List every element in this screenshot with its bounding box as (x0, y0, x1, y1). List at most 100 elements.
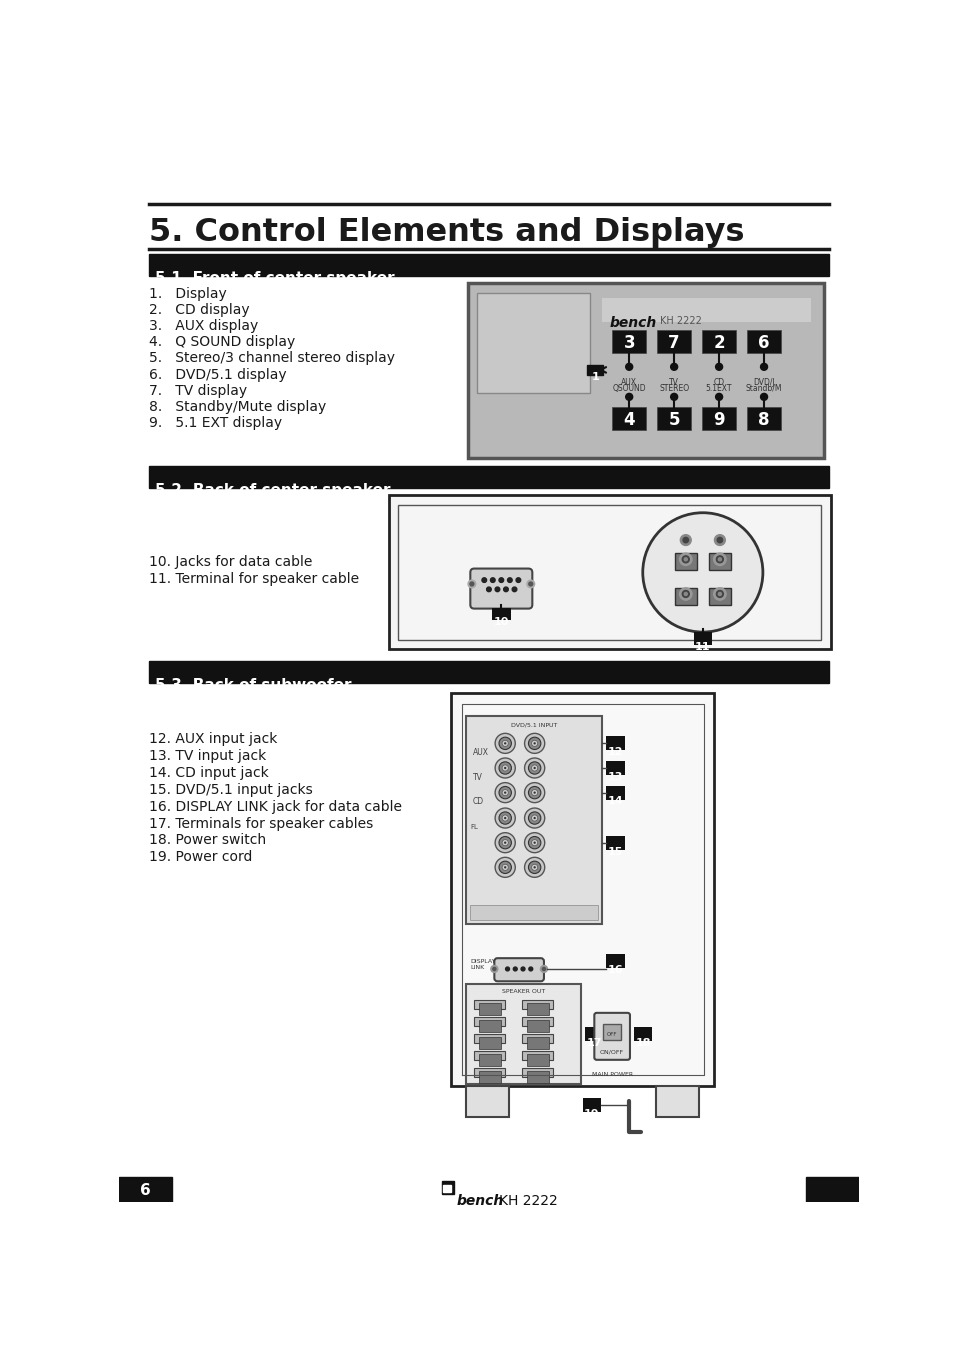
Text: 9.   5.1 EXT display: 9. 5.1 EXT display (149, 416, 281, 431)
Circle shape (531, 864, 537, 871)
Text: 17: 17 (586, 1038, 601, 1048)
Bar (526, 1037, 548, 1049)
Circle shape (528, 967, 532, 971)
Text: DVD/5.1 INPUT: DVD/5.1 INPUT (510, 722, 557, 728)
Bar (605, 954, 624, 968)
Bar (441, 1181, 454, 1193)
Text: 8: 8 (758, 410, 769, 429)
Circle shape (501, 840, 508, 845)
Bar (474, 1017, 505, 1026)
Circle shape (526, 580, 534, 587)
Text: DVD/J: DVD/J (752, 378, 774, 386)
Bar (601, 297, 810, 323)
Circle shape (528, 811, 540, 825)
Circle shape (498, 811, 511, 825)
Bar (587, 364, 602, 375)
Circle shape (531, 740, 537, 747)
Bar (521, 1050, 553, 1060)
Circle shape (683, 558, 686, 560)
Bar (582, 1099, 600, 1112)
Bar (805, 1177, 858, 1202)
Circle shape (503, 791, 506, 794)
Circle shape (531, 765, 537, 771)
Circle shape (503, 743, 506, 744)
Circle shape (498, 837, 511, 849)
Text: DISPLAY
LINK: DISPLAY LINK (470, 958, 496, 969)
Bar (397, 505, 821, 640)
Bar (701, 329, 736, 352)
Bar (674, 587, 696, 605)
Text: 4.   Q SOUND display: 4. Q SOUND display (149, 335, 294, 350)
Bar (521, 1034, 553, 1044)
Circle shape (501, 864, 508, 871)
Text: 15: 15 (607, 846, 622, 856)
Circle shape (512, 587, 517, 591)
Text: 15. DVD/5.1 input jacks: 15. DVD/5.1 input jacks (149, 783, 313, 796)
Text: 5.1. Front of center speaker: 5.1. Front of center speaker (154, 271, 395, 286)
Text: MAIN POWER: MAIN POWER (591, 1072, 632, 1077)
Bar (474, 1068, 505, 1077)
Circle shape (498, 861, 511, 873)
Text: SPEAKER OUT: SPEAKER OUT (501, 990, 545, 994)
Circle shape (625, 363, 632, 370)
Circle shape (533, 867, 536, 868)
Bar (466, 984, 580, 1084)
Circle shape (524, 809, 544, 828)
Bar (478, 1019, 500, 1033)
Bar (478, 1037, 500, 1049)
Circle shape (491, 965, 497, 972)
Text: 6: 6 (758, 333, 769, 352)
Text: 13: 13 (607, 772, 622, 782)
Circle shape (516, 578, 520, 582)
Bar (149, 466, 828, 487)
Circle shape (520, 967, 524, 971)
Text: OFF: OFF (606, 1033, 617, 1037)
Bar (492, 608, 510, 620)
Bar (526, 1019, 548, 1033)
Circle shape (495, 783, 515, 803)
Circle shape (503, 817, 506, 819)
Text: 5.2. Back of center speaker: 5.2. Back of center speaker (154, 483, 390, 498)
Bar (708, 587, 730, 605)
Text: CD: CD (472, 798, 483, 806)
Circle shape (625, 393, 632, 401)
Circle shape (533, 743, 536, 744)
Text: CD: CD (713, 378, 724, 386)
Text: AUX: AUX (620, 378, 637, 386)
Text: 2: 2 (713, 333, 724, 352)
Circle shape (528, 861, 540, 873)
Bar (451, 694, 714, 1085)
Bar (701, 406, 736, 429)
Circle shape (713, 587, 725, 601)
Text: FL: FL (470, 825, 477, 830)
Circle shape (524, 857, 544, 878)
Text: ON/OFF: ON/OFF (599, 1050, 623, 1054)
Text: 9: 9 (713, 410, 724, 429)
Circle shape (495, 857, 515, 878)
Bar (605, 786, 624, 799)
Circle shape (681, 590, 688, 598)
FancyBboxPatch shape (470, 568, 532, 609)
Bar (526, 1071, 548, 1083)
Circle shape (528, 761, 540, 774)
Circle shape (531, 815, 537, 821)
Bar (149, 662, 828, 683)
Bar (468, 284, 823, 459)
Bar (605, 761, 624, 775)
Circle shape (533, 791, 536, 794)
Bar (605, 836, 624, 849)
Bar (693, 632, 711, 645)
Text: AUX: AUX (472, 748, 488, 757)
Text: 10. Jacks for data cable: 10. Jacks for data cable (149, 555, 312, 568)
Bar (478, 1071, 500, 1083)
Circle shape (533, 817, 536, 819)
Circle shape (498, 787, 511, 799)
Bar (746, 329, 781, 352)
Bar (521, 1068, 553, 1077)
Circle shape (679, 535, 691, 545)
Text: QSOUND: QSOUND (612, 383, 645, 393)
Text: 7: 7 (668, 333, 679, 352)
Text: KH 2222: KH 2222 (659, 316, 701, 325)
Circle shape (495, 587, 499, 591)
Circle shape (716, 590, 722, 598)
